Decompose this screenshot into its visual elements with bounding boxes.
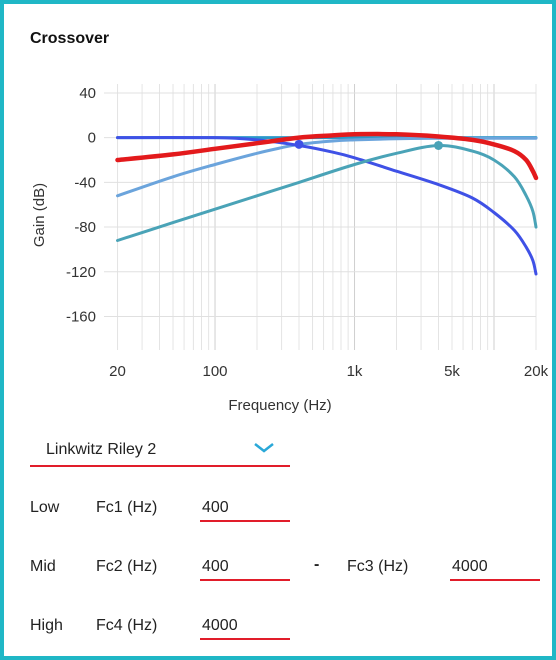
y-tick-label: -80 bbox=[74, 219, 96, 236]
fc1-label: Fc1 (Hz) bbox=[96, 499, 158, 516]
chart-axes: 40 0 -40 -80 -120 -160 20 100 1k 5k 20k bbox=[66, 85, 549, 380]
chart-grid bbox=[104, 84, 537, 350]
y-axis-label: Gain (dB) bbox=[31, 183, 48, 247]
panel-title: Crossover bbox=[30, 30, 110, 47]
x-axis-label: Frequency (Hz) bbox=[228, 397, 331, 414]
fc3-input[interactable] bbox=[450, 555, 540, 581]
fc2-input[interactable] bbox=[200, 555, 290, 581]
x-tick-label: 5k bbox=[444, 363, 460, 380]
series-line-2 bbox=[116, 135, 538, 276]
y-tick-label: -120 bbox=[66, 264, 96, 281]
series-line-3 bbox=[116, 143, 538, 242]
chevron-down-icon bbox=[254, 443, 274, 453]
y-tick-label: 0 bbox=[88, 130, 96, 147]
chart-series bbox=[115, 131, 539, 276]
high-band-label: High bbox=[30, 617, 63, 634]
frequency-response-chart: 40 0 -40 -80 -120 -160 20 100 1k 5k 20k Frequency … bbox=[31, 84, 549, 414]
x-tick-label: 20 bbox=[109, 363, 126, 380]
fc3-label: Fc3 (Hz) bbox=[347, 558, 409, 575]
mid-band-label: Mid bbox=[30, 558, 56, 575]
x-tick-label: 100 bbox=[203, 363, 228, 380]
crossover-point-marker bbox=[294, 139, 304, 149]
fc2-label: Fc2 (Hz) bbox=[96, 558, 158, 575]
y-tick-label: -160 bbox=[66, 308, 96, 325]
fc1-input[interactable] bbox=[200, 496, 290, 522]
filter-type-select[interactable]: Linkwitz Riley 2 bbox=[30, 437, 290, 467]
x-tick-label: 20k bbox=[524, 363, 549, 380]
x-tick-label: 1k bbox=[347, 363, 363, 380]
y-tick-label: 40 bbox=[79, 85, 96, 102]
fc4-label: Fc4 (Hz) bbox=[96, 617, 158, 634]
series-line-1 bbox=[116, 136, 538, 198]
low-band-label: Low bbox=[30, 499, 60, 516]
series-line-4 bbox=[115, 131, 539, 181]
chart-markers bbox=[294, 139, 443, 150]
y-tick-label: -40 bbox=[74, 174, 96, 191]
range-separator: - bbox=[314, 556, 320, 573]
filter-type-value: Linkwitz Riley 2 bbox=[46, 441, 157, 458]
crossover-point-marker bbox=[433, 140, 443, 150]
fc4-input[interactable] bbox=[200, 614, 290, 640]
